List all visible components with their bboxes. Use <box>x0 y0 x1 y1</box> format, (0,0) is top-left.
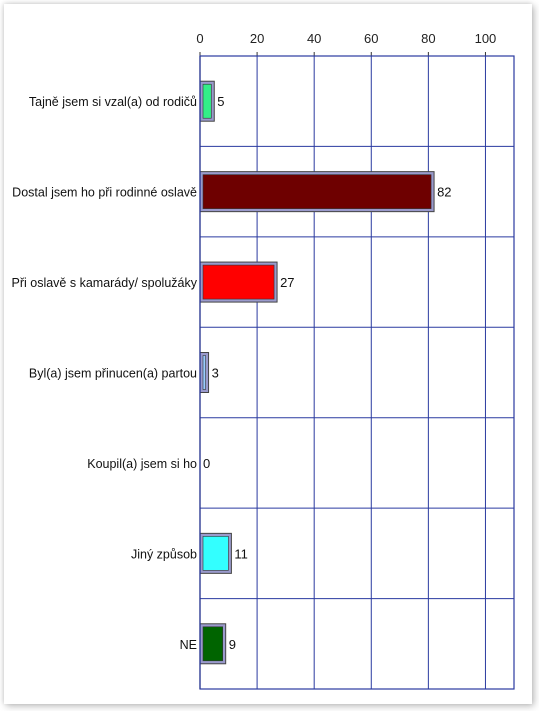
bar <box>202 536 229 571</box>
bar-value-label: 11 <box>234 546 248 561</box>
bar-chart: 0 20 40 60 80 100 5 Tajně jsem si vzal(a) od ro… <box>12 31 515 690</box>
plot-area <box>200 56 514 689</box>
bar-value-label: 5 <box>217 94 224 109</box>
bar <box>202 83 212 119</box>
category-label: Byl(a) jsem přinucen(a) partou <box>29 367 197 381</box>
x-tick-label: 60 <box>364 31 378 46</box>
bar <box>202 174 432 209</box>
x-tick-label: 80 <box>421 31 435 46</box>
bar-value-label: 9 <box>229 637 236 652</box>
x-tick-label: 20 <box>250 31 264 46</box>
bar <box>202 355 206 390</box>
category-label: Při oslavě s kamarády/ spolužáky <box>12 276 198 290</box>
chart-frame: 0 20 40 60 80 100 5 Tajně jsem si vzal(a) od ro… <box>4 4 532 704</box>
bar <box>202 264 275 300</box>
x-tick-label: 40 <box>307 31 321 46</box>
category-label: Tajně jsem si vzal(a) od rodičů <box>29 95 197 109</box>
plot-border <box>199 55 515 690</box>
x-tick-label: 100 <box>475 31 497 46</box>
bar-value-label: 27 <box>280 275 294 290</box>
bar <box>202 626 223 662</box>
bar-value-label: 3 <box>212 366 219 381</box>
bar-value-label: 0 <box>203 456 210 471</box>
bar-value-label: 82 <box>437 185 451 200</box>
category-label: Koupil(a) jsem si ho <box>87 457 197 471</box>
category-label: Dostal jsem ho při rodinné oslavě <box>12 186 197 200</box>
x-tick-label: 0 <box>196 31 203 46</box>
category-label: NE <box>180 638 197 652</box>
category-label: Jiný způsob <box>131 547 197 561</box>
